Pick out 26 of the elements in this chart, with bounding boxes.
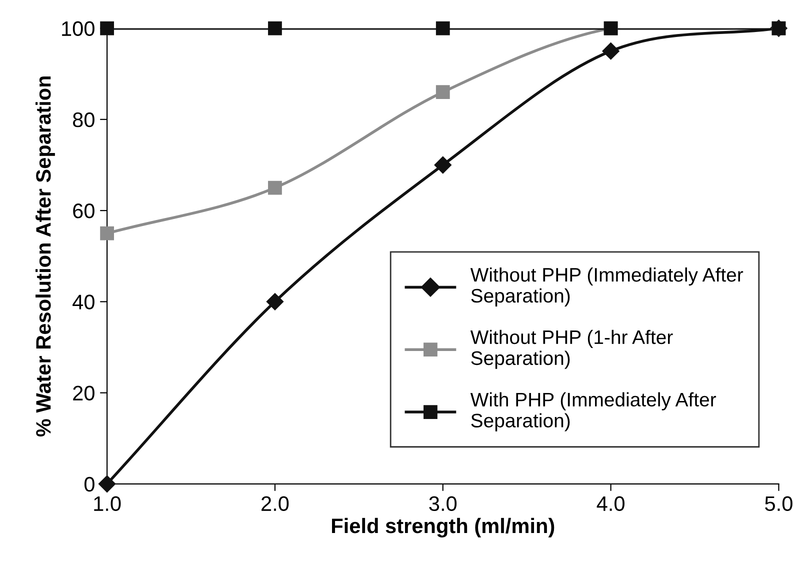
point — [268, 21, 282, 36]
point — [98, 475, 116, 492]
point — [436, 21, 450, 36]
y-tick-label: 80 — [72, 112, 94, 128]
y-tick-label: 0 — [84, 476, 94, 492]
y-tick-label: 20 — [73, 386, 94, 401]
x-axis-title: Field strength (ml/min) — [332, 518, 554, 538]
point — [602, 42, 620, 60]
point — [268, 180, 282, 195]
legend-label: Without PHP (1-hr After Separation) — [470, 330, 673, 369]
legend-label: With PHP (Immediately After Separation) — [470, 392, 716, 432]
x-tick-label: 4.0 — [596, 496, 624, 512]
point — [434, 156, 452, 174]
y-tick-label: 60 — [73, 204, 94, 218]
y-tick-label: 40 — [72, 294, 94, 310]
point — [100, 226, 114, 240]
y-axis-title: % Water Resolution After Separation — [36, 76, 55, 437]
x-tick-label: 2.0 — [262, 496, 289, 512]
y-tick-label: 100 — [62, 21, 94, 36]
legend-label: Without PHP (Immediately After Separation) — [470, 267, 744, 307]
x-tick-label: 3.0 — [429, 496, 457, 512]
point — [436, 85, 450, 100]
point — [100, 21, 114, 36]
x-tick-label: 1.0 — [94, 496, 121, 512]
point — [266, 293, 284, 310]
x-tick-label: 5.0 — [765, 496, 792, 512]
